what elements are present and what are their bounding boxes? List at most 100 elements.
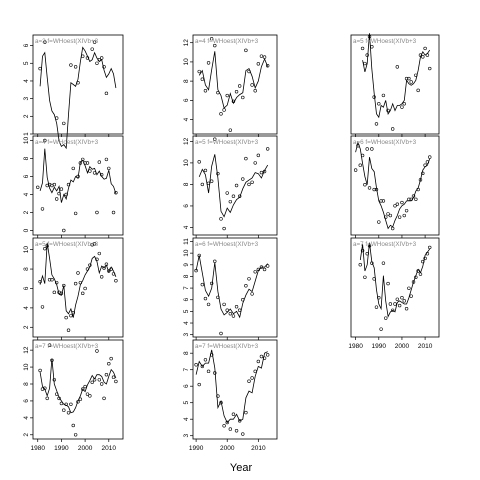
y-tick-label: 3: [183, 332, 190, 336]
observed-point: [414, 197, 418, 201]
observed-point: [40, 207, 45, 211]
observed-point: [228, 128, 233, 132]
observed-point: [247, 182, 251, 187]
observed-point: [83, 286, 87, 291]
observed-point: [247, 69, 251, 74]
y-tick-label: 12: [183, 39, 190, 47]
observed-point: [388, 302, 393, 306]
observed-point: [54, 197, 59, 201]
observed-point: [228, 427, 233, 431]
observed-point: [225, 308, 229, 312]
observed-point: [379, 327, 383, 331]
observed-point: [64, 402, 68, 407]
observed-point: [66, 411, 71, 415]
observed-point: [234, 90, 239, 94]
observed-point: [250, 83, 254, 87]
observed-point: [365, 147, 369, 151]
observed-point: [111, 272, 116, 276]
observed-point: [262, 169, 267, 174]
observed-point: [85, 56, 90, 60]
panel-5: 4 6 8 10 12 a=5 f=WHoest(XIVb+3: [183, 135, 278, 238]
observed-point: [421, 259, 425, 264]
observed-point: [92, 242, 97, 246]
panel-title: a=5 f=WHoest(XIVb+3: [35, 241, 99, 248]
y-tick-label: 2: [23, 433, 30, 437]
observed-point: [43, 246, 47, 251]
y-tick-label: 2: [23, 210, 30, 214]
observed-point: [256, 153, 261, 158]
observed-point: [379, 199, 383, 203]
observed-point: [259, 54, 264, 58]
y-tick-label: 5: [183, 309, 190, 313]
observed-point: [225, 420, 229, 425]
observed-point: [81, 387, 85, 391]
observed-point: [107, 269, 111, 273]
observed-point: [109, 267, 113, 271]
y-tick-label: 10: [23, 246, 30, 254]
observed-point: [384, 215, 388, 219]
fitted-line: [362, 33, 431, 119]
observed-point: [365, 252, 369, 256]
observed-point: [409, 197, 413, 201]
observed-point: [90, 380, 94, 385]
y-tick-label: 3: [183, 434, 190, 438]
y-tick-label: 1: [23, 132, 30, 136]
observed-point: [265, 264, 270, 268]
fitted-line: [195, 349, 268, 424]
observed-point: [85, 161, 90, 165]
observed-point: [85, 392, 90, 396]
observed-point: [52, 182, 57, 187]
observed-point: [69, 313, 73, 318]
observed-point: [360, 248, 365, 253]
y-tick-label: 7: [183, 368, 190, 372]
observed-point: [99, 56, 104, 60]
observed-point: [370, 147, 374, 151]
observed-point: [234, 429, 239, 433]
observed-point: [92, 378, 97, 382]
observed-point: [400, 296, 404, 300]
observed-point: [104, 372, 109, 377]
observed-point: [71, 311, 75, 315]
observed-point: [66, 328, 71, 332]
observed-point: [421, 171, 425, 176]
panel-title: a=5 f=WHoest(XIVb+3: [353, 38, 417, 45]
observed-point: [386, 108, 390, 113]
panel-frame: [32, 237, 124, 338]
observed-point: [50, 358, 54, 363]
observed-point: [200, 282, 205, 287]
observed-point: [358, 163, 362, 167]
observed-point: [47, 343, 52, 347]
observed-point: [386, 281, 390, 286]
observed-point: [95, 257, 99, 262]
x-tick-label: 1990: [54, 445, 69, 452]
observed-point: [411, 194, 416, 198]
observed-point: [404, 208, 409, 213]
y-tick-label: 8: [183, 182, 190, 186]
observed-point: [81, 291, 85, 296]
observed-point: [52, 290, 57, 295]
observed-point: [111, 210, 116, 215]
x-tick-label: 2010: [251, 445, 266, 452]
observed-point: [353, 168, 358, 172]
x-tick-label: 1990: [189, 445, 204, 452]
observed-point: [356, 144, 360, 148]
observed-point: [372, 95, 376, 99]
observed-point: [102, 266, 106, 270]
observed-point: [395, 65, 400, 69]
observed-point: [107, 166, 111, 171]
observed-point: [416, 187, 420, 192]
observed-point: [36, 185, 40, 190]
observed-point: [76, 400, 80, 404]
observed-point: [54, 392, 59, 396]
observed-point: [425, 53, 430, 57]
observed-point: [83, 161, 87, 165]
observed-point: [367, 34, 372, 39]
observed-point: [244, 410, 248, 415]
y-tick-label: 6: [23, 399, 30, 403]
observed-point: [247, 379, 251, 383]
observed-point: [38, 368, 42, 373]
observed-point: [241, 177, 245, 181]
panel-frame: [32, 34, 124, 135]
observed-point: [402, 299, 406, 303]
observed-point: [206, 302, 211, 307]
